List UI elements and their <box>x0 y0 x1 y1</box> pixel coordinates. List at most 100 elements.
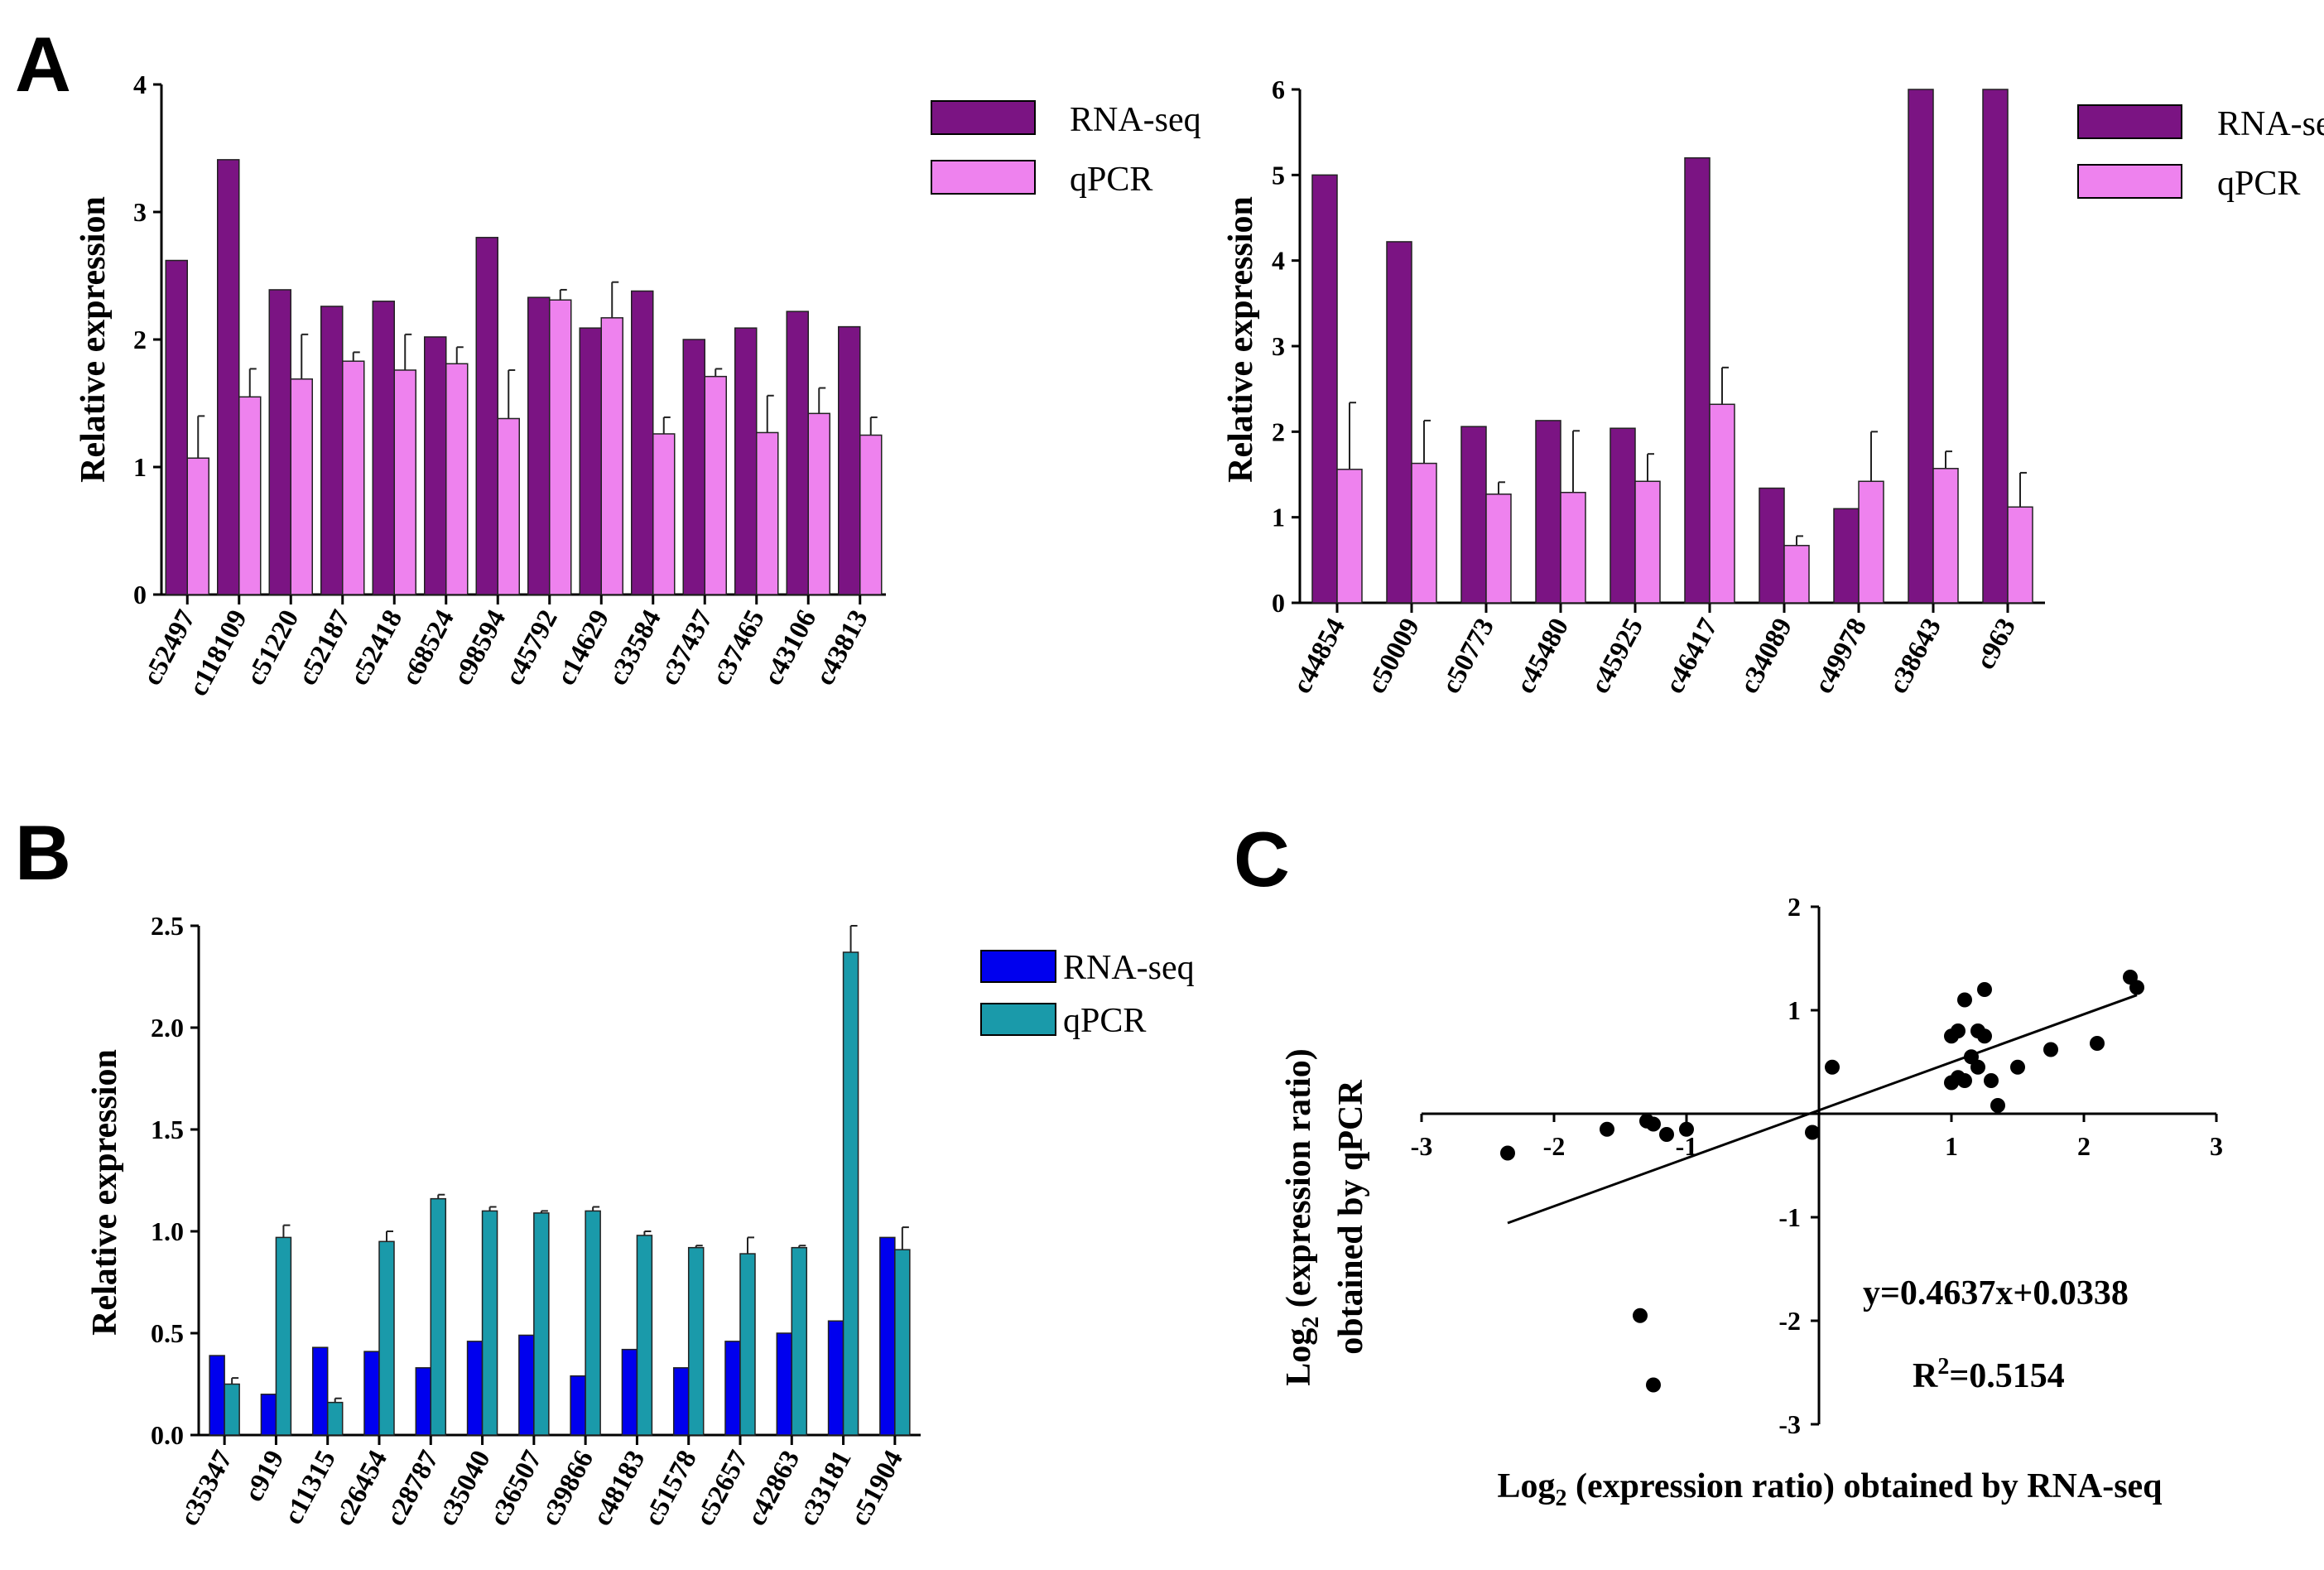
y-tick-label: 3 <box>133 197 147 227</box>
x-tick-label: c50009 <box>1362 614 1426 699</box>
bar-rna-seq <box>1833 508 1860 604</box>
bar-rna-seq <box>165 259 188 595</box>
scatter-point <box>1633 1308 1648 1323</box>
bar-qpcr <box>791 1246 808 1436</box>
legend-swatch-qpcr <box>2077 164 2182 199</box>
bar-rna-seq <box>1609 427 1636 604</box>
scatter-point <box>1977 982 1992 997</box>
bar-rna-seq <box>786 311 809 595</box>
x-tick-label: c49978 <box>1809 614 1873 699</box>
bar-qpcr <box>894 1249 911 1436</box>
bar-rna-seq <box>631 290 654 595</box>
scatter-point <box>1679 1121 1694 1137</box>
bar-qpcr <box>842 951 859 1436</box>
panel-letter-c: C <box>1234 816 1290 903</box>
bar-qpcr <box>533 1212 550 1436</box>
y-tick-label: 5 <box>1272 160 1285 190</box>
bar-rna-seq <box>363 1351 380 1436</box>
bar-qpcr <box>859 434 883 595</box>
y-tick-label: 2 <box>1272 417 1285 446</box>
bar-qpcr <box>1485 494 1512 604</box>
bar-qpcr <box>290 378 313 595</box>
bar-qpcr <box>636 1235 653 1436</box>
r-squared: R2=0.5154 <box>1913 1354 2065 1395</box>
bar-rna-seq <box>838 325 861 595</box>
scatter-point <box>2129 980 2144 995</box>
bar-qpcr <box>378 1240 395 1436</box>
bar-qpcr <box>238 396 262 595</box>
y-tick-label: 2.5 <box>151 911 184 941</box>
chart-c: -3 -2 -1 1 2 3-3-2-112 y=0.4637x+0.0338 R2=0.… <box>1280 892 2223 1511</box>
panel-letter-a: A <box>15 21 71 108</box>
bar-rna-seq <box>260 1394 277 1436</box>
scatter-point <box>1646 1377 1661 1393</box>
y-tick-label: -3 <box>1778 1409 1801 1439</box>
bar-rna-seq <box>682 339 705 595</box>
scatter-point <box>1500 1145 1515 1161</box>
bar-qpcr <box>1783 545 1810 604</box>
y-axis-title: Relative expression <box>86 1049 124 1336</box>
bar-rna-seq <box>1535 420 1561 604</box>
bar-rna-seq <box>879 1236 896 1436</box>
scatter-point <box>1957 1073 1972 1088</box>
x-tick-label: c963 <box>1970 614 2022 675</box>
scatter-point <box>1805 1125 1820 1140</box>
bar-rna-seq <box>1759 487 1785 604</box>
x-tick-label: c38643 <box>1884 614 1947 699</box>
y-tick-label: -1 <box>1778 1202 1801 1232</box>
y-tick-label: 0 <box>1272 588 1285 618</box>
bar-qpcr <box>585 1210 601 1436</box>
bar-rna-seq <box>579 327 602 595</box>
bar-rna-seq <box>724 1341 741 1436</box>
bar-qpcr <box>1932 468 1959 604</box>
bar-rna-seq <box>320 306 344 595</box>
scatter-point <box>1600 1121 1614 1137</box>
bar-qpcr <box>497 417 520 595</box>
bar-qpcr <box>430 1197 447 1436</box>
y-tick-label: 4 <box>1272 246 1285 276</box>
x-tick-label: c45480 <box>1511 614 1575 699</box>
legend: RNA-seq qPCR <box>931 100 1201 199</box>
bar-qpcr <box>186 457 209 595</box>
scatter-point <box>1977 1028 1992 1044</box>
scatter-point <box>1659 1127 1674 1142</box>
y-axis-title: Relative expression <box>1222 196 1260 483</box>
bar-rna-seq <box>311 1346 329 1436</box>
bar-rna-seq <box>1684 157 1711 604</box>
y-tick-label: 3 <box>1272 331 1285 361</box>
y-tick-label: 1 <box>133 452 147 482</box>
bar-rna-seq <box>1982 89 2009 604</box>
y-tick-label: 6 <box>1272 75 1285 104</box>
scatter-point <box>2043 1042 2058 1057</box>
bar-rna-seq <box>527 296 551 595</box>
x-tick-label: -2 <box>1543 1131 1566 1161</box>
regression-line <box>1507 994 2138 1225</box>
bar-qpcr <box>687 1246 705 1436</box>
y-tick-label: 1.5 <box>151 1115 184 1144</box>
legend-swatch-rna <box>980 950 1056 983</box>
scatter-point <box>1984 1073 1999 1088</box>
y-tick-label: 0.5 <box>151 1318 184 1348</box>
y-axis-title: Relative expression <box>75 196 113 483</box>
legend-label-rna: RNA-seq <box>1063 949 1195 987</box>
scatter-point <box>2010 1059 2025 1075</box>
x-tick-label: -3 <box>1411 1131 1433 1161</box>
legend-swatch-qpcr <box>980 1003 1056 1036</box>
y-tick-label: 1 <box>1788 995 1801 1025</box>
bar-rna-seq <box>209 1355 225 1436</box>
legend-swatch-qpcr <box>931 160 1036 195</box>
x-axis-title: Log2 (expression ratio) obtained by RNA-… <box>1497 1467 2162 1511</box>
bar-rna-seq <box>372 301 395 595</box>
scatter-point <box>1990 1098 2005 1113</box>
y-tick-label: 1 <box>1272 503 1285 532</box>
bar-rna-seq <box>424 336 447 595</box>
scatter-point <box>1951 1023 1966 1038</box>
bar-rna-seq <box>518 1334 535 1436</box>
y-tick-label: -2 <box>1778 1306 1801 1336</box>
bar-rna-seq <box>776 1332 793 1436</box>
x-tick-label: c50773 <box>1436 614 1500 699</box>
legend-label-qpcr: qPCR <box>1063 1002 1146 1040</box>
bar-rna-seq <box>1908 89 1934 604</box>
